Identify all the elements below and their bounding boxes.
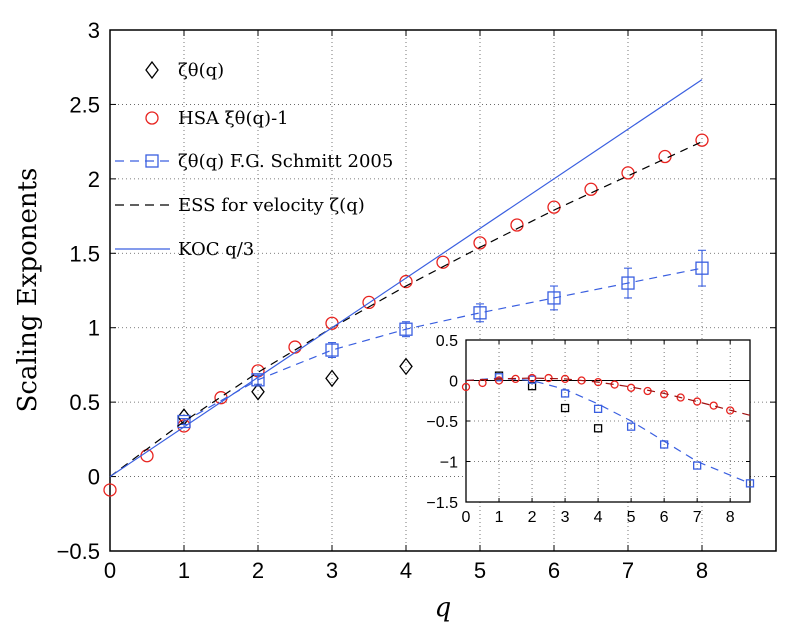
- legend-label-hsa: HSA ξθ(q)-1: [178, 108, 289, 129]
- hsa-point: [473, 236, 487, 250]
- x-tick-label: 7: [693, 509, 702, 526]
- hsa-point: [362, 295, 376, 310]
- y-tick-label: 2.5: [69, 92, 100, 117]
- inset_black-point: [593, 424, 603, 433]
- legend-label-zeta-theta: ζθ(q): [178, 60, 224, 81]
- inset_black-point: [560, 403, 570, 413]
- legend-square-marker: [145, 154, 159, 168]
- legend: ζθ(q) HSA ξθ(q)-1 ζθ(q) F.G. Schmitt 200…: [115, 60, 393, 260]
- hsa-point: [695, 133, 709, 147]
- inset-grid: [466, 340, 750, 502]
- y-tick-label: −1: [440, 455, 458, 472]
- schmitt-point: [547, 291, 561, 305]
- inset_red-point: [693, 397, 702, 406]
- main-axis-ticks: 0 1 2 3 4 5 6 7 8−0.500.511.522.53: [57, 18, 776, 583]
- x-tick-label: 6: [660, 509, 669, 526]
- y-tick-label: 1.5: [69, 241, 100, 266]
- koc-line: [109, 79, 703, 478]
- hsa-point: [584, 182, 598, 196]
- y-axis-label: Scaling Exponents: [13, 168, 43, 413]
- schmitt-point: [473, 306, 487, 320]
- x-tick-label: 1: [495, 509, 504, 526]
- inset_red-point: [709, 401, 718, 410]
- x-tick-label: 3: [326, 558, 338, 583]
- x-tick-label: 8: [726, 509, 735, 526]
- x-tick-label: 0: [462, 509, 471, 526]
- legend-diamond-marker: [145, 60, 159, 80]
- x-tick-label: 7: [622, 558, 634, 583]
- hsa-point: [510, 218, 524, 232]
- legend-entry-koc: KOC q/3: [115, 239, 254, 260]
- inset_red-point: [676, 393, 685, 402]
- zeta_theta-point: [399, 357, 413, 376]
- inset_red-point: [494, 376, 504, 385]
- inset_blue-point: [745, 479, 755, 488]
- inset_red_fit-line: [465, 377, 751, 416]
- series-zeta_theta: [177, 357, 413, 426]
- legend-label-koc: KOC q/3: [178, 239, 254, 260]
- hsa-point: [103, 483, 117, 497]
- inset-axis-ticks: 0 1 2 3 4 5 6 7 8 0.5 0 −0.5 −1 −1.5: [426, 333, 750, 526]
- y-tick-label: 0: [88, 465, 100, 490]
- series-ess: [109, 141, 703, 478]
- inset_blue-point: [693, 461, 702, 470]
- schmitt-line: [183, 267, 703, 423]
- schmitt-point: [325, 343, 339, 357]
- legend-label-schmitt: ζθ(q) F.G. Schmitt 2005: [178, 151, 393, 172]
- legend-entry-ess: ESS for velocity ζ(q): [115, 195, 365, 216]
- x-tick-label: 2: [252, 558, 264, 583]
- x-tick-label: 8: [696, 558, 708, 583]
- hsa-point: [621, 166, 635, 180]
- hsa-point: [436, 255, 450, 269]
- y-tick-label: 0: [449, 374, 458, 391]
- inset-series: [461, 371, 755, 488]
- x-tick-label: 5: [627, 509, 636, 526]
- inset-plot: 0 1 2 3 4 5 6 7 8 0.5 0 −0.5 −1 −1.5: [426, 333, 755, 526]
- schmitt-point: [695, 261, 709, 275]
- inset_blue-point: [494, 373, 504, 382]
- zeta_theta-point: [325, 369, 339, 388]
- legend-entry-hsa: HSA ξθ(q)-1: [145, 108, 289, 129]
- y-tick-label: 2: [88, 167, 100, 192]
- schmitt-point: [399, 322, 413, 336]
- x-tick-label: 4: [594, 509, 603, 526]
- x-tick-label: 3: [561, 509, 570, 526]
- x-tick-label: 5: [474, 558, 486, 583]
- x-tick-label: 6: [548, 558, 560, 583]
- zeta_theta-point: [251, 382, 265, 401]
- x-tick-label: 4: [400, 558, 412, 583]
- inset_blue-point: [626, 422, 636, 431]
- legend-circle-marker: [145, 111, 159, 125]
- y-tick-label: 3: [88, 18, 100, 43]
- schmitt-point: [621, 276, 635, 290]
- y-tick-label: 0.5: [69, 390, 100, 415]
- legend-label-ess: ESS for velocity ζ(q): [178, 195, 365, 216]
- inset_red-point: [461, 382, 471, 392]
- y-tick-label: 0.5: [436, 333, 458, 350]
- legend-entry-zeta-theta: ζθ(q): [145, 60, 224, 81]
- y-tick-label: 1: [88, 316, 100, 341]
- x-axis-label: q: [435, 593, 452, 623]
- series-inset_red_fit: [465, 377, 751, 416]
- legend-entry-schmitt: ζθ(q) F.G. Schmitt 2005: [115, 151, 393, 172]
- y-tick-label: −1.5: [426, 495, 458, 512]
- schmitt-point: [251, 373, 265, 387]
- main-series: [103, 79, 709, 497]
- x-tick-label: 0: [104, 558, 116, 583]
- series-schmitt: [177, 249, 709, 429]
- inset_blue-point: [593, 404, 603, 414]
- ess-line: [109, 141, 703, 478]
- main-plot-frame: [109, 29, 777, 552]
- x-tick-label: 2: [528, 509, 537, 526]
- inset-background: [466, 340, 750, 502]
- y-tick-label: −0.5: [426, 414, 458, 431]
- x-tick-label: 1: [178, 558, 190, 583]
- series-koc: [109, 79, 703, 478]
- y-tick-label: −0.5: [57, 539, 100, 564]
